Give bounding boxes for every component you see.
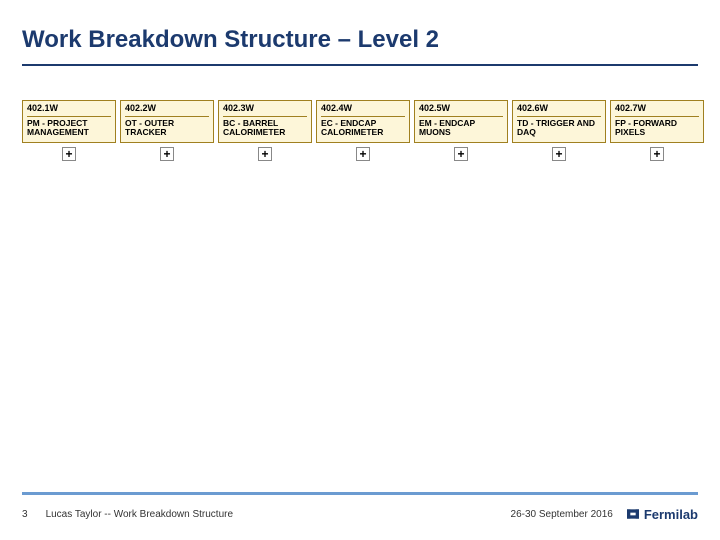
wbs-box: 402.6W TD - TRIGGER AND DAQ: [512, 100, 606, 143]
expand-icon[interactable]: +: [258, 147, 272, 161]
footer-rule: [22, 492, 698, 495]
title-underline: [22, 64, 698, 66]
wbs-code: 402.2W: [125, 104, 209, 114]
wbs-item: 402.1W PM - PROJECT MANAGEMENT +: [22, 100, 116, 161]
wbs-code: 402.7W: [615, 104, 699, 114]
wbs-label: BC - BARREL CALORIMETER: [223, 119, 307, 138]
wbs-label: EC - ENDCAP CALORIMETER: [321, 119, 405, 138]
expand-icon[interactable]: +: [454, 147, 468, 161]
wbs-item: 402.2W OT - OUTER TRACKER +: [120, 100, 214, 161]
wbs-label: EM - ENDCAP MUONS: [419, 119, 503, 138]
footer-author: Lucas Taylor -- Work Breakdown Structure: [46, 509, 233, 520]
wbs-label: TD - TRIGGER AND DAQ: [517, 119, 601, 138]
wbs-item: 402.6W TD - TRIGGER AND DAQ +: [512, 100, 606, 161]
wbs-label: OT - OUTER TRACKER: [125, 119, 209, 138]
fermilab-logo-text: Fermilab: [644, 507, 698, 522]
wbs-separator: [517, 116, 601, 117]
wbs-box: 402.7W FP - FORWARD PIXELS: [610, 100, 704, 143]
wbs-box: 402.4W EC - ENDCAP CALORIMETER: [316, 100, 410, 143]
wbs-label: FP - FORWARD PIXELS: [615, 119, 699, 138]
wbs-item: 402.3W BC - BARREL CALORIMETER +: [218, 100, 312, 161]
wbs-label: PM - PROJECT MANAGEMENT: [27, 119, 111, 138]
wbs-code: 402.3W: [223, 104, 307, 114]
page-title: Work Breakdown Structure – Level 2: [22, 26, 439, 54]
fermilab-logo: Fermilab: [625, 506, 698, 522]
wbs-box: 402.5W EM - ENDCAP MUONS: [414, 100, 508, 143]
wbs-row: 402.1W PM - PROJECT MANAGEMENT + 402.2W …: [22, 100, 698, 161]
wbs-separator: [125, 116, 209, 117]
wbs-item: 402.5W EM - ENDCAP MUONS +: [414, 100, 508, 161]
wbs-code: 402.6W: [517, 104, 601, 114]
wbs-code: 402.5W: [419, 104, 503, 114]
wbs-separator: [223, 116, 307, 117]
wbs-box: 402.3W BC - BARREL CALORIMETER: [218, 100, 312, 143]
page-number: 3: [22, 509, 28, 520]
expand-icon[interactable]: +: [62, 147, 76, 161]
wbs-box: 402.2W OT - OUTER TRACKER: [120, 100, 214, 143]
wbs-separator: [321, 116, 405, 117]
wbs-separator: [27, 116, 111, 117]
wbs-code: 402.1W: [27, 104, 111, 114]
wbs-box: 402.1W PM - PROJECT MANAGEMENT: [22, 100, 116, 143]
expand-icon[interactable]: +: [650, 147, 664, 161]
expand-icon[interactable]: +: [552, 147, 566, 161]
footer: 3 Lucas Taylor -- Work Breakdown Structu…: [22, 506, 698, 522]
wbs-separator: [419, 116, 503, 117]
expand-icon[interactable]: +: [160, 147, 174, 161]
wbs-item: 402.7W FP - FORWARD PIXELS +: [610, 100, 704, 161]
fermilab-logo-icon: [625, 506, 641, 522]
wbs-separator: [615, 116, 699, 117]
wbs-item: 402.4W EC - ENDCAP CALORIMETER +: [316, 100, 410, 161]
footer-date: 26-30 September 2016: [511, 509, 613, 520]
wbs-code: 402.4W: [321, 104, 405, 114]
expand-icon[interactable]: +: [356, 147, 370, 161]
